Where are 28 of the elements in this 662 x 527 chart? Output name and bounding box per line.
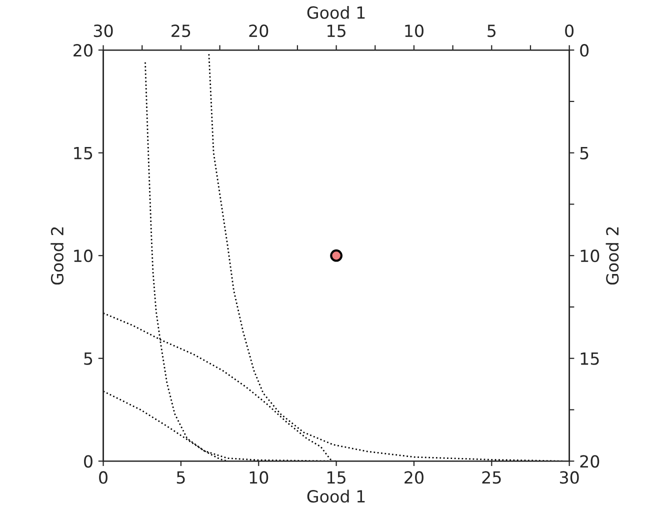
x-axis-title: Good 1 [307,490,365,503]
x2-tick-label: 5 [488,24,496,38]
x-tick-label: 25 [482,471,501,484]
x2-tick-label: 15 [328,24,346,38]
x-tick-label: 15 [328,471,346,484]
y2-tick-label: 10 [580,250,600,262]
x-tick-label: 30 [560,471,579,484]
y2-tick-label: 15 [580,352,599,365]
y2-axis-title: Good 2 [606,227,619,285]
x2-tick-label: 30 [94,24,113,38]
x-tick-label: 5 [176,471,185,484]
x-tick-label: 0 [99,471,108,484]
y2-tick-label: 0 [580,44,589,57]
y-tick-label: 0 [84,455,92,468]
x2-axis-title: Good 1 [307,6,365,19]
y2-tick-label: 20 [580,455,600,468]
y-axis-title: Good 2 [50,227,64,285]
y2-tick-label: 5 [580,147,588,160]
y-tick-label: 5 [84,352,92,365]
y-tick-label: 15 [74,147,92,160]
x2-tick-label: 20 [249,24,268,38]
x2-tick-label: 10 [405,24,424,38]
x-tick-label: 20 [404,471,424,484]
y-tick-label: 20 [74,44,92,57]
x2-tick-label: 0 [565,24,574,38]
x2-tick-label: 25 [172,24,190,38]
y-tick-label: 10 [74,250,92,262]
x-tick-label: 10 [250,471,268,484]
